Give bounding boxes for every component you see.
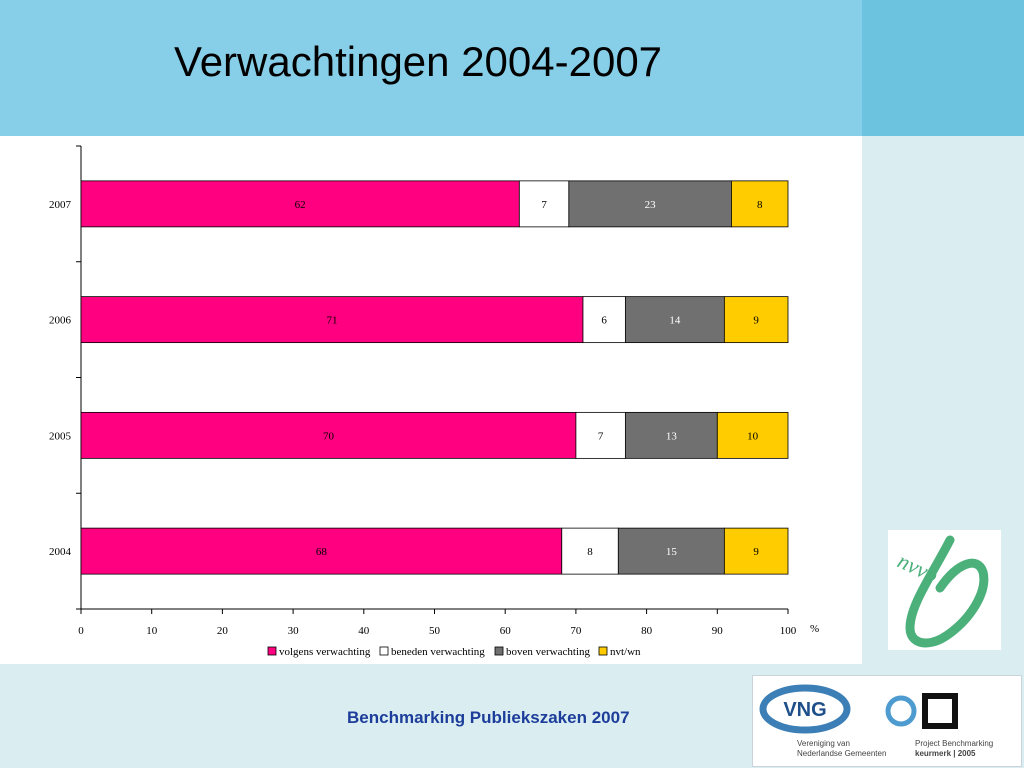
data-label: 7 (541, 199, 547, 211)
vng-logo-text: VNG (783, 699, 826, 721)
legend-swatch (379, 646, 389, 656)
data-label: 8 (587, 546, 593, 558)
bar-segment (80, 527, 563, 575)
x-tick-label: 80 (641, 625, 653, 637)
data-label: 6 (601, 315, 607, 327)
legend-label: boven verwachting (506, 646, 590, 658)
data-label: 15 (666, 546, 678, 558)
vng-subtitle-2: Nederlandse Gemeenten (797, 749, 887, 758)
header-accent (862, 0, 1024, 136)
bar-segment (80, 296, 584, 344)
x-tick-label: 20 (217, 625, 229, 637)
legend-label: volgens verwachting (279, 646, 371, 658)
chart-bars: 62 7 23 8 71 6 14 9 70 7 13 10 68 8 15 9 (80, 180, 789, 575)
x-tick-label: 30 (288, 625, 300, 637)
data-label: 7 (598, 430, 604, 442)
x-tick-label: 70 (570, 625, 582, 637)
vng-subtitle-1: Vereniging van (797, 739, 850, 748)
x-axis-label: % (810, 623, 819, 635)
legend-swatch (267, 646, 277, 656)
nvb-logo-icon: nvvb (894, 535, 989, 648)
x-tick-label: 40 (358, 625, 370, 637)
nvb-logo: nvvb (888, 530, 1001, 650)
x-tick-label: 0 (78, 625, 84, 637)
x-tick-labels: 2007 2006 2005 2004 0 10 20 30 40 50 60 70 80 90 100% (49, 199, 819, 637)
data-label: 71 (326, 315, 337, 327)
y-tick-label: 2004 (49, 546, 72, 558)
x-tick-label: 10 (146, 625, 158, 637)
data-label: 23 (645, 199, 657, 211)
project-subtitle-2: keurmerk | 2005 (915, 749, 976, 758)
data-label: 9 (753, 315, 759, 327)
bar-segment (582, 296, 626, 344)
data-label: 62 (295, 199, 306, 211)
data-label: 70 (323, 430, 335, 442)
legend-label: nvt/wn (610, 646, 641, 658)
x-tick-label: 60 (500, 625, 512, 637)
bar-segment (723, 296, 789, 344)
bar-segment (731, 180, 789, 228)
data-label: 10 (747, 430, 759, 442)
data-label: 8 (757, 199, 763, 211)
data-label: 13 (666, 430, 678, 442)
legend-swatch (598, 646, 608, 656)
vng-logo-icon: VNG (759, 684, 958, 734)
nvb-logo-text: nvvb (894, 548, 942, 588)
data-label: 14 (669, 315, 681, 327)
header-band (0, 0, 862, 136)
bar-segment (723, 527, 789, 575)
bar-segment (617, 527, 725, 575)
legend-swatch (494, 646, 504, 656)
vng-logo-box: VNG Vereniging van Nederlandse Gemeenten… (752, 675, 1022, 767)
bar-segment (568, 180, 732, 228)
y-tick-label: 2005 (49, 430, 72, 442)
x-tick-label: 100 (780, 625, 797, 637)
x-tick-label: 50 (429, 625, 441, 637)
data-label: 68 (316, 546, 328, 558)
x-tick-label: 90 (712, 625, 724, 637)
data-label: 9 (753, 546, 759, 558)
y-tick-label: 2006 (49, 315, 72, 327)
bar-segment (624, 296, 725, 344)
project-subtitle-1: Project Benchmarking (915, 739, 994, 748)
slide-title: Verwachtingen 2004-2007 (174, 38, 663, 85)
bar-segment (561, 527, 619, 575)
legend-label: beneden verwachting (391, 646, 485, 658)
footer-title: Benchmarking Publiekszaken 2007 (347, 708, 630, 727)
bar-segment (716, 411, 789, 459)
chart-legend: volgens verwachting beneden verwachting bo… (267, 646, 641, 658)
bar-segment (80, 180, 520, 228)
y-tick-label: 2007 (49, 199, 72, 211)
